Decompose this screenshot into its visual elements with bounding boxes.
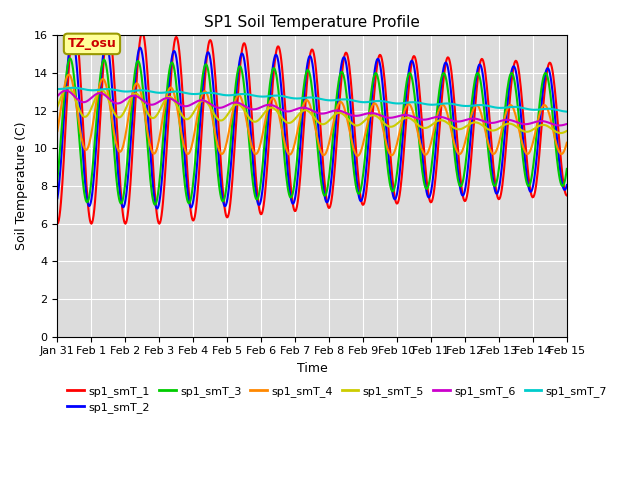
- sp1_smT_5: [168, 95, 175, 100]
- sp1_smT_7: [195, 91, 202, 96]
- sp1_smT_3: [195, 109, 203, 115]
- sp1_smT_6: [168, 96, 175, 102]
- sp1_smT_5: [63, 84, 70, 90]
- sp1_smT_4: [63, 75, 70, 81]
- sp1_smT_3: [54, 177, 61, 182]
- sp1_smT_5: [116, 114, 124, 120]
- sp1_smT_4: [65, 72, 72, 77]
- sp1_smT_6: [563, 121, 571, 127]
- sp1_smT_1: [563, 192, 571, 198]
- sp1_smT_1: [63, 105, 70, 110]
- sp1_smT_3: [390, 187, 398, 192]
- sp1_smT_6: [116, 100, 124, 106]
- sp1_smT_1: [374, 55, 382, 61]
- sp1_smT_1: [70, 17, 78, 23]
- sp1_smT_5: [563, 128, 571, 134]
- sp1_smT_2: [375, 58, 383, 63]
- sp1_smT_4: [195, 108, 202, 113]
- sp1_smT_2: [154, 205, 161, 211]
- sp1_smT_6: [374, 112, 382, 118]
- sp1_smT_7: [374, 98, 382, 104]
- sp1_smT_6: [62, 88, 70, 94]
- sp1_smT_7: [389, 100, 397, 106]
- sp1_smT_5: [195, 101, 202, 107]
- sp1_smT_5: [389, 123, 397, 129]
- sp1_smT_2: [390, 195, 398, 201]
- sp1_smT_3: [151, 202, 159, 207]
- sp1_smT_1: [116, 173, 124, 179]
- sp1_smT_5: [557, 130, 564, 136]
- sp1_smT_4: [54, 128, 61, 134]
- sp1_smT_1: [195, 179, 202, 185]
- sp1_smT_2: [563, 182, 571, 188]
- sp1_smT_2: [54, 195, 61, 201]
- sp1_smT_3: [67, 56, 74, 61]
- sp1_smT_1: [54, 221, 61, 227]
- Text: TZ_osu: TZ_osu: [68, 37, 116, 50]
- sp1_smT_2: [168, 53, 176, 59]
- sp1_smT_7: [563, 109, 571, 115]
- sp1_smT_2: [63, 75, 70, 81]
- sp1_smT_6: [555, 122, 563, 128]
- Line: sp1_smT_3: sp1_smT_3: [58, 59, 567, 204]
- Legend: sp1_smT_1, sp1_smT_2, sp1_smT_3, sp1_smT_4, sp1_smT_5, sp1_smT_6, sp1_smT_7: sp1_smT_1, sp1_smT_2, sp1_smT_3, sp1_smT…: [63, 382, 612, 418]
- Line: sp1_smT_2: sp1_smT_2: [58, 37, 567, 208]
- sp1_smT_6: [195, 98, 202, 104]
- sp1_smT_6: [54, 93, 61, 99]
- sp1_smT_1: [389, 183, 397, 189]
- Title: SP1 Soil Temperature Profile: SP1 Soil Temperature Profile: [204, 15, 420, 30]
- sp1_smT_3: [116, 199, 124, 204]
- sp1_smT_2: [68, 35, 76, 40]
- sp1_smT_5: [54, 104, 61, 109]
- sp1_smT_4: [168, 85, 175, 91]
- sp1_smT_4: [563, 140, 571, 145]
- sp1_smT_7: [54, 86, 61, 92]
- X-axis label: Time: Time: [297, 362, 328, 375]
- sp1_smT_7: [168, 89, 175, 95]
- Y-axis label: Soil Temperature (C): Soil Temperature (C): [15, 122, 28, 250]
- sp1_smT_4: [375, 109, 383, 115]
- Line: sp1_smT_5: sp1_smT_5: [58, 87, 567, 133]
- sp1_smT_7: [116, 88, 124, 94]
- sp1_smT_4: [354, 153, 362, 159]
- Line: sp1_smT_4: sp1_smT_4: [58, 74, 567, 156]
- sp1_smT_2: [195, 133, 203, 139]
- Line: sp1_smT_1: sp1_smT_1: [58, 20, 567, 224]
- sp1_smT_6: [389, 115, 397, 120]
- sp1_smT_3: [63, 70, 70, 75]
- Line: sp1_smT_6: sp1_smT_6: [58, 91, 567, 125]
- sp1_smT_3: [563, 166, 571, 172]
- sp1_smT_3: [168, 60, 176, 65]
- sp1_smT_3: [375, 81, 383, 87]
- sp1_smT_6: [63, 88, 71, 94]
- sp1_smT_2: [116, 189, 124, 194]
- sp1_smT_4: [390, 150, 398, 156]
- sp1_smT_4: [116, 149, 124, 155]
- Line: sp1_smT_7: sp1_smT_7: [58, 88, 567, 112]
- sp1_smT_7: [63, 85, 70, 91]
- sp1_smT_7: [69, 85, 77, 91]
- sp1_smT_5: [374, 115, 382, 120]
- sp1_smT_1: [168, 68, 175, 73]
- sp1_smT_5: [64, 84, 72, 90]
